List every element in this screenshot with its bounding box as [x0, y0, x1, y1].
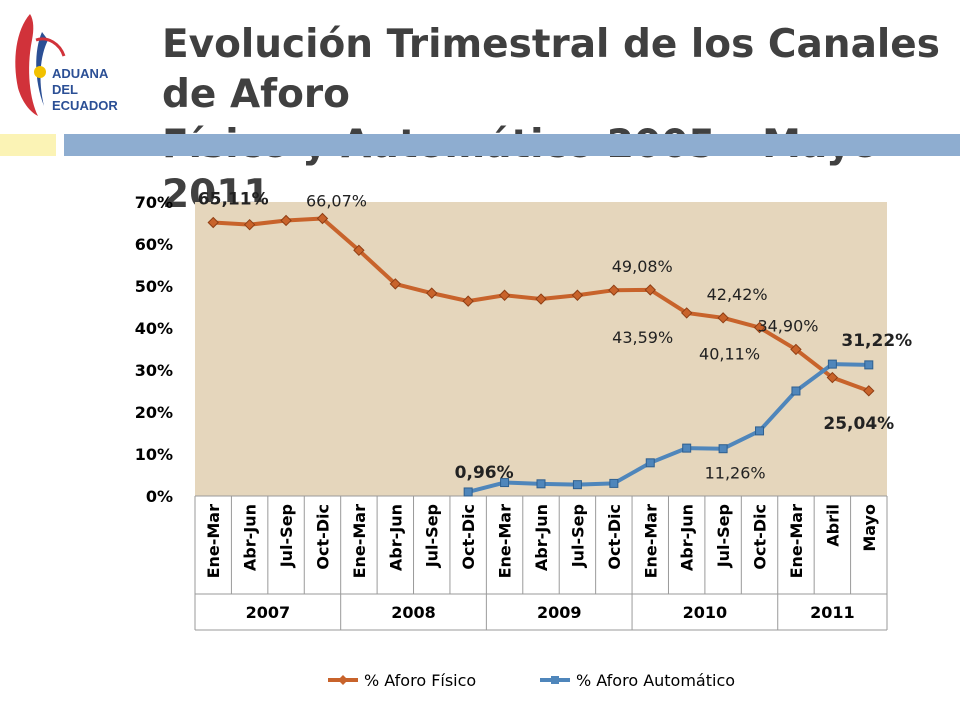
logo-text-line1: ADUANA — [52, 66, 109, 81]
data-label: 40,11% — [699, 345, 760, 364]
y-tick-label: 20% — [135, 403, 173, 422]
data-point-automatico — [827, 359, 837, 369]
data-label: 49,08% — [612, 257, 673, 276]
category-label: Oct-Dic — [605, 504, 624, 570]
data-point-automatico — [755, 426, 765, 436]
accent-bar-blue — [64, 134, 960, 156]
year-group-label: 2009 — [537, 603, 582, 622]
data-point-automatico — [718, 444, 728, 454]
data-point-fisico — [863, 385, 875, 397]
data-point-fisico — [498, 289, 511, 301]
year-group-label: 2008 — [391, 603, 436, 622]
data-point-fisico — [790, 343, 802, 356]
category-label: Abr-Jun — [386, 504, 405, 571]
y-tick-label: 30% — [135, 361, 173, 380]
category-label: Mayo — [860, 504, 879, 552]
data-point-automatico — [609, 478, 619, 488]
data-point-fisico — [644, 284, 656, 296]
y-tick-label: 60% — [135, 235, 173, 254]
series-line-automatico — [467, 362, 869, 494]
logo-red-swoosh — [15, 14, 39, 116]
logo-sun — [34, 66, 46, 78]
category-label: Abril — [823, 504, 842, 547]
data-point-fisico — [753, 321, 766, 334]
data-point-fisico — [389, 278, 402, 290]
data-point-fisico — [571, 289, 584, 301]
year-group-label: 2007 — [246, 603, 291, 622]
legend-label: % Aforo Físico — [364, 671, 476, 690]
data-label: 11,26% — [705, 464, 766, 483]
category-label: Jul-Sep — [277, 504, 296, 568]
logo-blue-swoosh — [36, 32, 48, 106]
legend-label: % Aforo Automático — [576, 671, 735, 690]
category-label: Ene-Mar — [204, 504, 223, 579]
category-label: Ene-Mar — [787, 504, 806, 579]
data-point-automatico — [682, 443, 692, 453]
data-label: 31,22% — [841, 331, 912, 351]
aduana-logo: ADUANA DEL ECUADOR — [8, 10, 138, 122]
legend-marker — [338, 675, 348, 685]
data-point-fisico — [280, 214, 292, 227]
year-group-label: 2010 — [683, 603, 728, 622]
logo-text-line3: ECUADOR — [52, 98, 118, 113]
year-group-label: 2011 — [810, 603, 855, 622]
category-label: Abr-Jun — [241, 504, 260, 571]
data-point-fisico — [535, 293, 547, 305]
data-point-fisico — [207, 216, 219, 229]
y-tick-label: 0% — [146, 487, 173, 506]
legend-marker — [551, 676, 559, 684]
data-point-fisico — [717, 312, 729, 324]
accent-bar-yellow — [0, 134, 56, 156]
category-label: Oct-Dic — [459, 504, 478, 570]
data-point-automatico — [572, 480, 582, 490]
data-point-fisico — [462, 295, 474, 307]
data-point-fisico — [608, 284, 620, 296]
category-label: Jul-Sep — [423, 504, 442, 568]
y-tick-label: 50% — [135, 277, 173, 296]
category-label: Oct-Dic — [313, 504, 332, 570]
category-label: Oct-Dic — [751, 504, 770, 570]
category-label: Ene-Mar — [496, 504, 515, 579]
y-tick-label: 10% — [135, 445, 173, 464]
data-point-fisico — [316, 212, 329, 225]
data-label: 43,59% — [612, 328, 673, 347]
data-label: 34,90% — [757, 316, 818, 335]
category-label: Ene-Mar — [350, 504, 369, 579]
logo-arc — [35, 37, 66, 57]
data-point-automatico — [463, 487, 473, 497]
data-point-fisico — [243, 218, 256, 231]
data-point-automatico — [645, 458, 655, 468]
data-point-fisico — [680, 307, 693, 319]
logo-text-line2: DEL — [52, 82, 78, 97]
data-point-automatico — [536, 479, 546, 489]
y-tick-label: 70% — [135, 193, 173, 212]
page-title: Evolución Trimestral de los Canales de A… — [162, 20, 952, 220]
category-label: Abr-Jun — [678, 504, 697, 571]
plot-area — [195, 202, 887, 496]
data-point-fisico — [353, 244, 365, 257]
data-label: 66,07% — [306, 192, 367, 211]
page-title-line1: Evolución Trimestral de los Canales de A… — [162, 22, 940, 117]
data-label: 0,96% — [455, 463, 514, 483]
data-point-automatico — [864, 360, 874, 370]
data-point-automatico — [500, 478, 510, 488]
category-label: Abr-Jun — [532, 504, 551, 571]
data-label: 25,04% — [823, 414, 894, 434]
data-label: 42,42% — [707, 285, 768, 304]
data-point-automatico — [791, 386, 801, 396]
data-point-fisico — [426, 287, 438, 299]
data-point-fisico — [826, 371, 839, 384]
category-label: Ene-Mar — [641, 504, 660, 579]
category-label: Jul-Sep — [568, 504, 587, 568]
y-tick-label: 40% — [135, 319, 173, 338]
category-label: Jul-Sep — [714, 504, 733, 568]
data-label: 65,11% — [198, 190, 269, 210]
